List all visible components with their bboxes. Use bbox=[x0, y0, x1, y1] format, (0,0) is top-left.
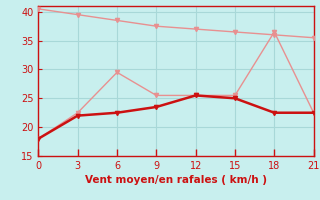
X-axis label: Vent moyen/en rafales ( km/h ): Vent moyen/en rafales ( km/h ) bbox=[85, 175, 267, 185]
